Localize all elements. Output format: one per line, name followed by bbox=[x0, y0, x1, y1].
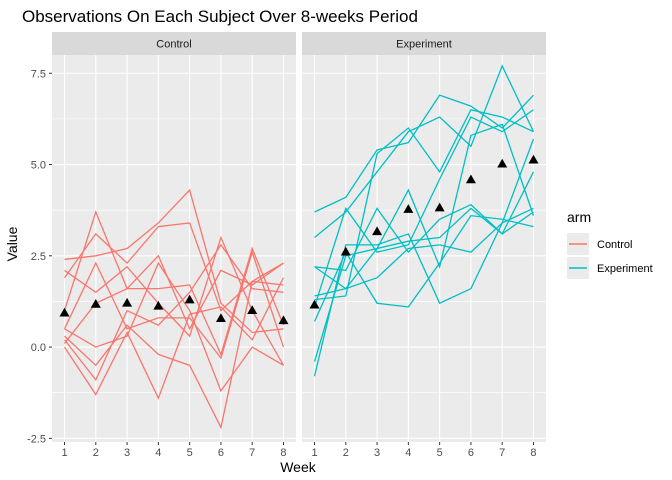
facet-strip bbox=[52, 32, 296, 55]
mean-marker bbox=[184, 294, 195, 304]
x-tick-label: 7 bbox=[499, 447, 505, 459]
legend-label: Control bbox=[597, 239, 632, 251]
facet-panel-experiment: Experiment 1 2 3 4 5 6 7 8 bbox=[302, 32, 546, 459]
y-tick-label: 2.5 bbox=[31, 251, 46, 263]
subject-line-3 bbox=[314, 109, 534, 301]
mean-marker bbox=[309, 299, 320, 309]
mean-marker bbox=[59, 307, 70, 317]
mean-marker bbox=[278, 315, 289, 325]
x-tick-label: 2 bbox=[93, 447, 99, 459]
y-tick-label: 0.0 bbox=[31, 342, 46, 354]
chart-title: Observations On Each Subject Over 8-week… bbox=[22, 7, 418, 26]
x-tick-label: 3 bbox=[374, 447, 380, 459]
y-tick-label: 7.5 bbox=[31, 68, 46, 80]
subject-line-8 bbox=[63, 277, 285, 400]
facet-strip-label: Experiment bbox=[396, 39, 452, 51]
subject-line-4 bbox=[313, 109, 534, 308]
subject-line-7 bbox=[313, 214, 534, 322]
legend-entry-experiment: Experiment bbox=[567, 257, 653, 279]
subject-line-2 bbox=[63, 222, 284, 312]
subject-line-1 bbox=[63, 243, 284, 382]
subject-line-5 bbox=[63, 210, 284, 331]
subject-line-5 bbox=[313, 123, 535, 362]
subject-line-8 bbox=[313, 207, 534, 377]
x-axis-title: Week bbox=[280, 459, 317, 475]
mean-marker bbox=[153, 300, 164, 310]
mean-marker bbox=[90, 298, 101, 308]
mean-marker bbox=[340, 246, 351, 256]
subject-line-1 bbox=[314, 94, 534, 213]
subject-line-2 bbox=[314, 64, 535, 239]
x-tick-label: 8 bbox=[530, 447, 536, 459]
panel-background bbox=[52, 55, 296, 442]
legend-title: arm bbox=[567, 209, 591, 225]
y-tick-label: -2.5 bbox=[27, 433, 46, 445]
mean-marker bbox=[215, 313, 226, 322]
x-tick-label: 4 bbox=[155, 447, 161, 459]
subject-line-9 bbox=[64, 261, 284, 393]
x-tick-label: 6 bbox=[218, 447, 224, 459]
x-tick-label: 6 bbox=[468, 447, 474, 459]
x-tick-label: 3 bbox=[124, 447, 130, 459]
x-tick-label: 1 bbox=[311, 447, 317, 459]
x-tick-label: 5 bbox=[187, 447, 193, 459]
x-tick-label: 7 bbox=[249, 447, 255, 459]
mean-marker bbox=[434, 202, 445, 212]
x-tick-label: 8 bbox=[280, 447, 286, 459]
x-tick-label: 1 bbox=[61, 447, 67, 459]
mean-marker bbox=[122, 297, 133, 307]
y-tick-label: 5.0 bbox=[31, 160, 46, 172]
mean-marker bbox=[465, 174, 476, 184]
subject-line-9 bbox=[314, 138, 535, 297]
x-tick-label: 2 bbox=[343, 447, 349, 459]
subject-line-3 bbox=[64, 188, 284, 334]
x-tick-label: 4 bbox=[405, 447, 411, 459]
facet-strip bbox=[302, 32, 546, 55]
mean-marker bbox=[247, 305, 258, 314]
y-axis-title: Value bbox=[4, 226, 20, 261]
panel-background bbox=[302, 55, 546, 442]
legend-label: Experiment bbox=[597, 263, 653, 275]
y-axis: -2.5 0.0 2.5 5.0 7.5 bbox=[27, 68, 52, 445]
facet-panels: Control 1 2 3 4 5 6 7 8 Experiment 1 2 3 4 5 6 7 8 bbox=[52, 32, 546, 459]
facet-panel-control: Control 1 2 3 4 5 6 7 8 bbox=[52, 32, 296, 459]
mean-marker bbox=[528, 154, 539, 164]
legend-entry-control: Control bbox=[567, 233, 632, 255]
subject-line-4 bbox=[63, 249, 285, 360]
subject-line-10 bbox=[64, 262, 284, 430]
mean-marker bbox=[372, 226, 383, 236]
mean-marker bbox=[497, 158, 508, 168]
x-tick-label: 5 bbox=[437, 447, 443, 459]
facet-strip-label: Control bbox=[156, 39, 191, 51]
mean-marker bbox=[403, 204, 414, 213]
legend: arm Control Experiment bbox=[567, 209, 653, 279]
subject-line-10 bbox=[314, 171, 535, 290]
subject-line-6 bbox=[64, 235, 285, 366]
